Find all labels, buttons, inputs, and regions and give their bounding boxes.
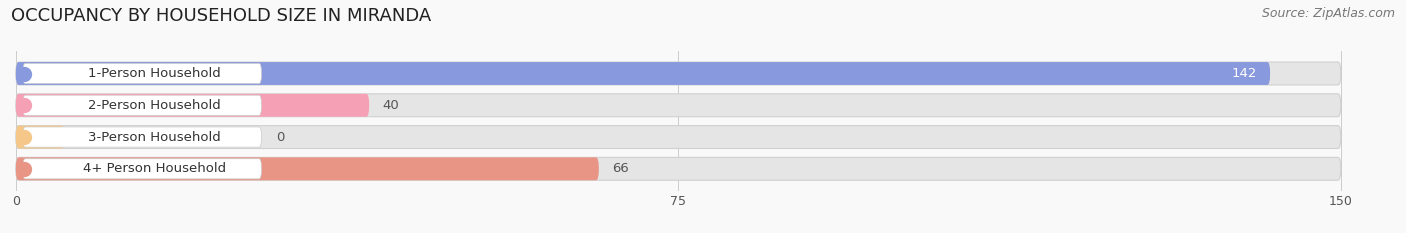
Text: Source: ZipAtlas.com: Source: ZipAtlas.com xyxy=(1261,7,1395,20)
Text: 0: 0 xyxy=(277,130,285,144)
FancyBboxPatch shape xyxy=(22,159,262,179)
FancyBboxPatch shape xyxy=(15,126,65,148)
FancyBboxPatch shape xyxy=(22,63,262,84)
Text: 1-Person Household: 1-Person Household xyxy=(87,67,221,80)
FancyBboxPatch shape xyxy=(15,157,1341,180)
Text: 40: 40 xyxy=(382,99,399,112)
FancyBboxPatch shape xyxy=(22,95,262,115)
Text: 4+ Person Household: 4+ Person Household xyxy=(83,162,225,175)
FancyBboxPatch shape xyxy=(15,62,1270,85)
Text: 3-Person Household: 3-Person Household xyxy=(87,130,221,144)
FancyBboxPatch shape xyxy=(15,94,370,117)
FancyBboxPatch shape xyxy=(15,126,1341,148)
FancyBboxPatch shape xyxy=(15,94,1341,117)
Text: OCCUPANCY BY HOUSEHOLD SIZE IN MIRANDA: OCCUPANCY BY HOUSEHOLD SIZE IN MIRANDA xyxy=(11,7,432,25)
FancyBboxPatch shape xyxy=(22,127,262,147)
Text: 2-Person Household: 2-Person Household xyxy=(87,99,221,112)
Text: 142: 142 xyxy=(1232,67,1257,80)
Text: 66: 66 xyxy=(612,162,628,175)
FancyBboxPatch shape xyxy=(15,157,599,180)
FancyBboxPatch shape xyxy=(15,62,1341,85)
